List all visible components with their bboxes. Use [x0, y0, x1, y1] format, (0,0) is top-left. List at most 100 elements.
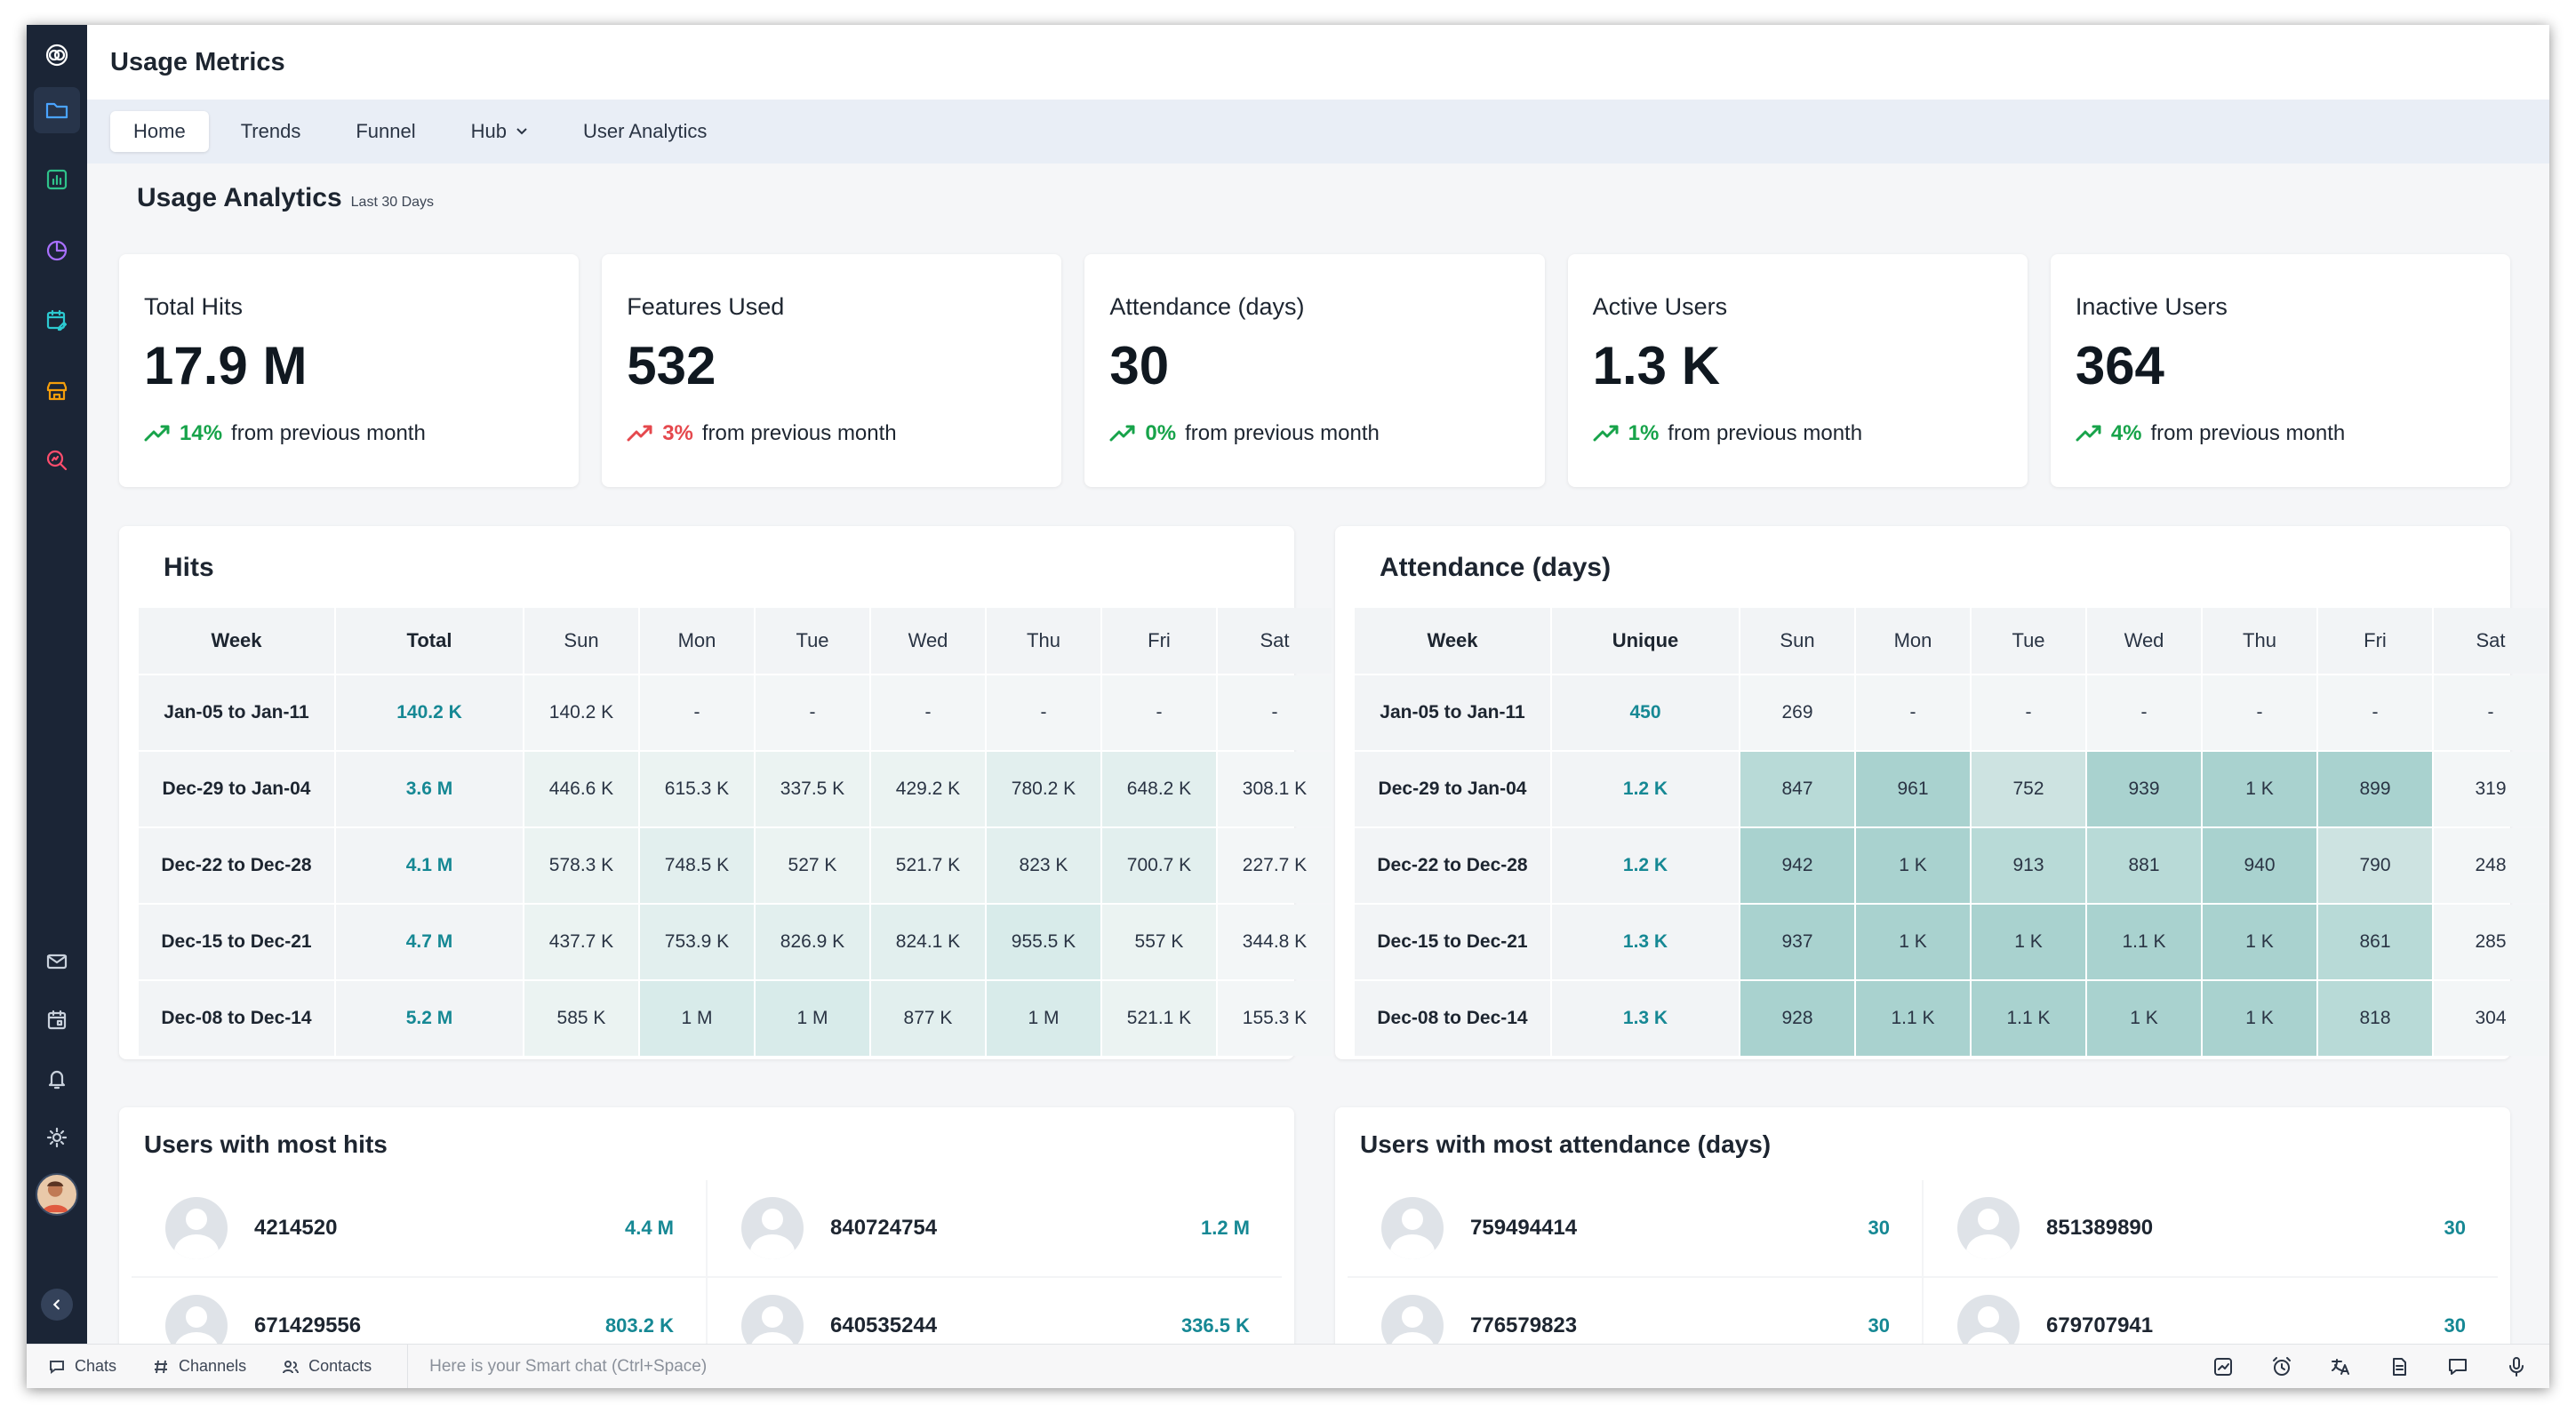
day-cell: 304	[2434, 981, 2548, 1056]
table-row: Dec-22 to Dec-28 1.2 K 942 1 K 913 881 940 790 2…	[1355, 828, 2548, 903]
tab-user-analytics-label: User Analytics	[582, 120, 708, 142]
tab-funnel[interactable]: Funnel	[332, 111, 438, 152]
apps-grid-icon[interactable]	[34, 1233, 80, 1280]
week-cell: Dec-15 to Dec-21	[139, 905, 334, 979]
attendance-panel: Attendance (days) Week Unique Sun Mon Tue Wed…	[1335, 526, 2548, 1059]
week-cell: Jan-05 to Jan-11	[139, 675, 334, 750]
pie-chart-icon[interactable]	[34, 228, 80, 274]
microphone-icon[interactable]	[2505, 1355, 2528, 1378]
kpi-label: Total Hits	[144, 293, 244, 320]
user-metric: 4.4 M	[624, 1217, 674, 1239]
notes-icon[interactable]	[2388, 1355, 2411, 1378]
day-cell: 344.8 K	[1218, 905, 1332, 979]
day-cell: 1 K	[2203, 981, 2316, 1056]
calendar-edit-icon[interactable]	[34, 297, 80, 343]
user-id: 671429556	[254, 1313, 362, 1337]
day-cell: 521.7 K	[871, 828, 985, 903]
user-list-item[interactable]: 4214520 4.4 M	[132, 1180, 706, 1276]
day-cell: 823 K	[987, 828, 1100, 903]
gear-icon[interactable]	[34, 1114, 80, 1161]
total-cell: 1.3 K	[1552, 981, 1739, 1056]
kpi-trend-suffix: from previous month	[2150, 421, 2346, 445]
calendar-icon[interactable]	[34, 997, 80, 1043]
day-cell: 928	[1740, 981, 1854, 1056]
app-window: Usage Metrics Home Trends Funnel Hub Use…	[27, 25, 2549, 1388]
tab-home-label: Home	[133, 120, 186, 142]
main-app: Usage Metrics Home Trends Funnel Hub Use…	[87, 25, 2549, 1374]
logo-icon[interactable]	[34, 32, 80, 78]
tab-user-analytics[interactable]: User Analytics	[560, 111, 730, 152]
user-avatar[interactable]	[36, 1173, 78, 1216]
column-header: Thu	[2203, 608, 2316, 674]
day-cell: 961	[1856, 752, 1970, 826]
day-cell: -	[2434, 675, 2548, 750]
day-cell: 1 M	[756, 981, 869, 1056]
day-cell: 1 K	[1856, 828, 1970, 903]
kpi-card: Total Hits 17.9 M 14% from previous month	[119, 254, 580, 487]
day-cell: 1.1 K	[1856, 981, 1970, 1056]
day-cell: 826.9 K	[756, 905, 869, 979]
day-cell: 308.1 K	[1218, 752, 1332, 826]
kpi-value: 364	[2075, 336, 2164, 395]
alarm-clock-icon[interactable]	[2270, 1355, 2293, 1378]
kpi-trend-suffix: from previous month	[701, 421, 897, 445]
bell-icon[interactable]	[34, 1056, 80, 1102]
smart-chat-input[interactable]: Here is your Smart chat (Ctrl+Space)	[407, 1345, 2212, 1388]
column-header: Week	[139, 608, 334, 674]
week-cell: Dec-08 to Dec-14	[139, 981, 334, 1056]
tab-trends[interactable]: Trends	[218, 111, 324, 152]
collapse-icon[interactable]	[41, 1289, 73, 1321]
day-cell: 1 M	[640, 981, 754, 1056]
user-list-item[interactable]: 851389890 30	[1924, 1180, 2498, 1276]
column-header: Sun	[1740, 608, 1854, 674]
left-rail	[27, 25, 87, 1344]
day-cell: -	[871, 675, 985, 750]
kpi-value: 1.3 K	[1592, 336, 1721, 395]
total-cell: 1.2 K	[1552, 752, 1739, 826]
most-attendance-grid: 759494414 30 851389890 30 776579823 30 6797079…	[1348, 1180, 2498, 1374]
kpi-row: Total Hits 17.9 M 14% from previous month Fe…	[119, 254, 2511, 487]
user-metric: 30	[1868, 1314, 1890, 1337]
column-header: Wed	[871, 608, 985, 674]
column-header: Sun	[524, 608, 638, 674]
week-cell: Jan-05 to Jan-11	[1355, 675, 1550, 750]
search-analytics-icon[interactable]	[34, 437, 80, 483]
column-header: Sat	[1218, 608, 1332, 674]
day-cell: 940	[2203, 828, 2316, 903]
column-header: Mon	[640, 608, 754, 674]
user-id: 776579823	[1470, 1313, 1578, 1337]
tab-bar: Home Trends Funnel Hub User Analytics	[87, 100, 2549, 164]
day-cell: 752	[1972, 752, 2085, 826]
kpi-trend: 4% from previous month	[2076, 421, 2485, 446]
image-trend-icon[interactable]	[2212, 1355, 2235, 1378]
tab-home[interactable]: Home	[110, 111, 209, 152]
tab-hub[interactable]: Hub	[448, 111, 551, 152]
day-cell: 269	[1740, 675, 1854, 750]
bar-chart-icon[interactable]	[34, 156, 80, 203]
folder-icon[interactable]	[34, 87, 80, 133]
comment-icon[interactable]	[2446, 1355, 2469, 1378]
chats-button[interactable]: Chats	[27, 1345, 134, 1388]
channels-button[interactable]: Channels	[134, 1345, 264, 1388]
day-cell: -	[1972, 675, 2085, 750]
most-hits-panel: Users with most hits 4214520 4.4 M 8407247…	[119, 1107, 1294, 1374]
user-list-item[interactable]: 759494414 30	[1348, 1180, 1922, 1276]
trend-up-icon	[1593, 425, 1619, 442]
mail-icon[interactable]	[34, 938, 80, 985]
week-cell: Dec-15 to Dec-21	[1355, 905, 1550, 979]
total-cell: 4.7 M	[336, 905, 523, 979]
kpi-trend-pct: 1%	[1628, 421, 1660, 445]
column-header: Fri	[1102, 608, 1216, 674]
section-title: Usage Analytics	[137, 183, 342, 212]
store-icon[interactable]	[34, 368, 80, 414]
day-cell: 557 K	[1102, 905, 1216, 979]
kpi-card: Features Used 532 3% from previous month	[602, 254, 1062, 487]
table-row: Dec-29 to Jan-04 3.6 M 446.6 K 615.3 K 337.5…	[139, 752, 1332, 826]
contacts-button[interactable]: Contacts	[264, 1345, 389, 1388]
day-cell: -	[2087, 675, 2201, 750]
total-cell: 4.1 M	[336, 828, 523, 903]
user-list-item[interactable]: 840724754 1.2 M	[708, 1180, 1282, 1276]
translate-icon[interactable]	[2329, 1355, 2352, 1378]
